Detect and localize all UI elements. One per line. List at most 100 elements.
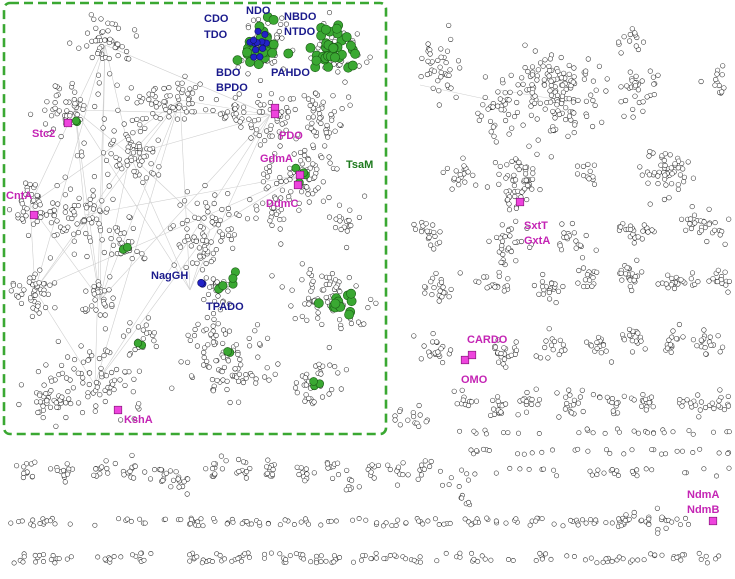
network-node <box>494 234 500 240</box>
network-node <box>121 472 127 478</box>
network-node <box>618 270 624 276</box>
network-node <box>697 446 703 452</box>
network-node <box>60 467 67 474</box>
network-node <box>639 78 645 84</box>
network-node <box>37 392 43 398</box>
network-node <box>420 521 426 527</box>
network-node <box>577 242 583 248</box>
network-node <box>432 516 438 522</box>
network-node <box>131 475 137 481</box>
network-node <box>597 395 603 401</box>
network-node <box>535 67 541 73</box>
network-node <box>192 85 198 91</box>
network-node <box>518 238 524 245</box>
network-node <box>292 106 298 113</box>
network-node <box>524 389 530 396</box>
network-node <box>137 93 143 99</box>
network-node <box>648 394 655 400</box>
network-node <box>498 259 504 265</box>
network-node <box>571 554 577 559</box>
network-node <box>47 404 54 410</box>
network-node <box>219 466 225 472</box>
network-node <box>15 212 21 218</box>
network-node <box>571 74 577 80</box>
network-node <box>337 289 343 295</box>
network-node <box>435 349 441 355</box>
network-node <box>188 243 194 249</box>
network-node <box>675 186 681 192</box>
green-node <box>330 298 341 309</box>
network-node <box>559 93 565 99</box>
network-node <box>277 551 283 557</box>
network-node <box>621 113 627 119</box>
network-node <box>302 478 308 484</box>
network-node <box>346 94 352 100</box>
network-node <box>255 16 261 22</box>
label-ntdo: NTDO <box>284 26 316 38</box>
green-node <box>232 55 243 66</box>
network-node <box>201 362 207 368</box>
network-node <box>256 109 262 115</box>
network-node <box>466 477 471 483</box>
network-node <box>255 354 261 360</box>
network-node <box>631 428 637 434</box>
network-node <box>265 174 271 180</box>
network-node <box>640 108 646 114</box>
network-node <box>563 117 569 123</box>
network-node <box>335 472 342 478</box>
network-node <box>564 553 570 559</box>
network-node <box>719 89 725 95</box>
network-node <box>627 31 633 38</box>
network-node <box>527 244 533 250</box>
network-node <box>726 278 732 284</box>
network-node <box>79 153 85 159</box>
network-node <box>203 275 209 281</box>
network-node <box>254 207 260 213</box>
network-node <box>279 15 285 21</box>
network-node <box>8 520 14 526</box>
network-node <box>279 96 285 102</box>
network-node <box>80 380 86 386</box>
network-node <box>546 289 552 296</box>
network-node <box>726 216 732 222</box>
network-node <box>287 553 293 559</box>
network-node <box>726 465 732 471</box>
network-node <box>155 137 161 143</box>
network-node <box>647 201 653 207</box>
network-node <box>367 54 373 60</box>
network-node <box>241 109 247 115</box>
network-node <box>546 73 552 79</box>
network-node <box>696 414 702 420</box>
network-node <box>236 212 242 218</box>
network-node <box>34 192 40 198</box>
network-node <box>321 287 327 293</box>
network-node <box>200 523 206 529</box>
network-node <box>343 367 349 373</box>
network-node <box>126 328 132 334</box>
network-node <box>21 470 27 476</box>
network-node <box>239 558 244 564</box>
network-node <box>320 179 326 185</box>
network-node <box>257 77 264 83</box>
network-node <box>249 521 254 527</box>
network-node <box>575 446 581 452</box>
network-node <box>98 371 104 377</box>
network-node <box>161 99 167 105</box>
network-node <box>681 179 687 185</box>
network-node <box>41 291 47 297</box>
network-node <box>108 151 114 157</box>
network-node <box>241 104 247 110</box>
network-node <box>245 25 251 31</box>
network-node <box>624 265 630 271</box>
network-node <box>651 430 657 436</box>
network-node <box>30 517 36 523</box>
network-node <box>646 516 652 522</box>
network-node <box>698 556 704 562</box>
network-node <box>201 297 207 303</box>
network-node <box>425 58 431 64</box>
network-edge <box>74 109 271 116</box>
network-node <box>711 405 717 412</box>
network-node <box>224 378 230 384</box>
network-node <box>102 37 108 43</box>
network-node <box>161 85 167 92</box>
